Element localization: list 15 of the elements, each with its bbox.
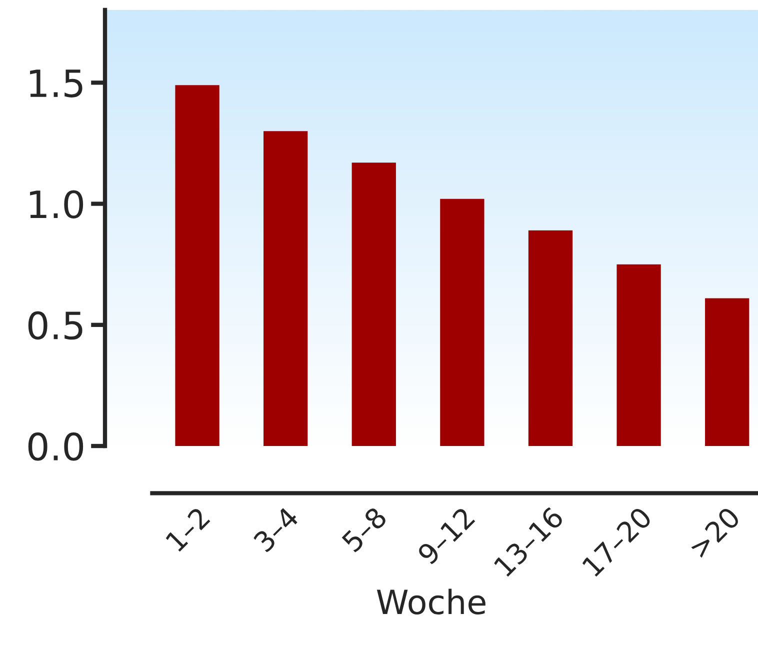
x-tick-label: 5–8 bbox=[340, 506, 388, 553]
bar bbox=[705, 298, 750, 446]
bar bbox=[440, 198, 484, 446]
bar bbox=[616, 264, 661, 446]
bar bbox=[352, 162, 396, 446]
x-axis-title: Woche bbox=[376, 588, 486, 615]
y-tick-label: 0.0 bbox=[28, 432, 84, 461]
bar bbox=[528, 230, 573, 446]
y-tick-label: 1.0 bbox=[30, 190, 84, 219]
bar bbox=[175, 85, 220, 446]
x-tick-label: 3–4 bbox=[252, 506, 300, 553]
y-tick-label: 0.5 bbox=[28, 311, 82, 340]
bar bbox=[264, 131, 308, 446]
x-tick-label: 1–2 bbox=[164, 506, 210, 552]
y-tick-label: 1.5 bbox=[30, 70, 82, 98]
